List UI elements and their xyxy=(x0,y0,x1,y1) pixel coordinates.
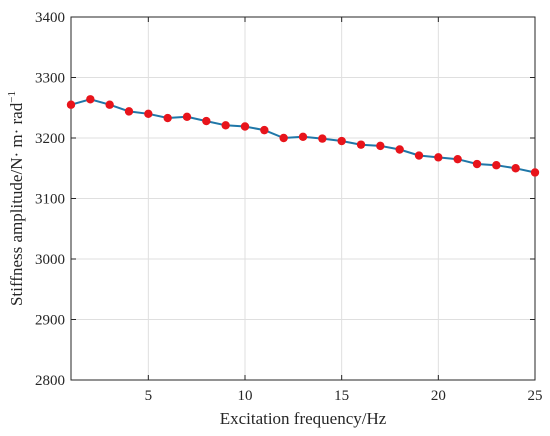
series-markers xyxy=(66,95,540,177)
data-point xyxy=(492,161,501,170)
data-point xyxy=(163,113,172,123)
y-tick-label: 3000 xyxy=(35,252,65,268)
data-point xyxy=(144,109,153,119)
x-tick-labels: 5 10 15 20 25 xyxy=(145,388,543,404)
data-point xyxy=(202,116,211,126)
y-tick-label: 2900 xyxy=(35,313,65,329)
data-point xyxy=(298,132,308,141)
grid-lines xyxy=(71,16,536,381)
y-tick-label: 3300 xyxy=(35,71,65,87)
y-axis-label: Stiffness amplitude/N· m· rad−1 xyxy=(6,91,26,306)
data-point xyxy=(105,100,114,109)
data-point xyxy=(511,164,520,173)
x-tick-label: 20 xyxy=(431,388,446,404)
y-axis-label-main: Stiffness amplitude/N· m· rad xyxy=(7,102,26,306)
axis-ticks xyxy=(71,16,536,381)
data-point xyxy=(434,153,443,162)
x-tick-label: 5 xyxy=(145,388,153,404)
data-point xyxy=(530,168,540,177)
x-tick-label: 10 xyxy=(238,388,253,404)
data-point xyxy=(279,133,288,143)
y-tick-labels: 2800 2900 3000 3100 3200 3300 3400 xyxy=(35,10,65,389)
data-point xyxy=(66,100,76,109)
data-point xyxy=(260,125,269,135)
x-tick-label: 15 xyxy=(334,388,349,404)
y-axis-label-superscript: −1 xyxy=(6,91,18,103)
data-point xyxy=(453,154,462,164)
data-point xyxy=(376,141,385,151)
y-tick-label: 3400 xyxy=(35,10,65,26)
data-point xyxy=(356,140,366,149)
data-point xyxy=(472,159,482,169)
x-tick-label: 25 xyxy=(528,388,543,404)
data-point xyxy=(337,136,346,146)
y-tick-label: 3100 xyxy=(35,192,65,208)
data-point xyxy=(414,151,424,160)
data-point xyxy=(182,112,192,122)
data-point xyxy=(395,145,404,154)
x-axis-label: Excitation frequency/Hz xyxy=(220,409,387,428)
data-point xyxy=(318,134,327,143)
data-point xyxy=(86,95,95,104)
data-point xyxy=(221,121,230,130)
y-tick-label: 2800 xyxy=(35,373,65,389)
data-point xyxy=(240,122,250,131)
data-point xyxy=(124,107,134,116)
y-tick-label: 3200 xyxy=(35,131,65,147)
